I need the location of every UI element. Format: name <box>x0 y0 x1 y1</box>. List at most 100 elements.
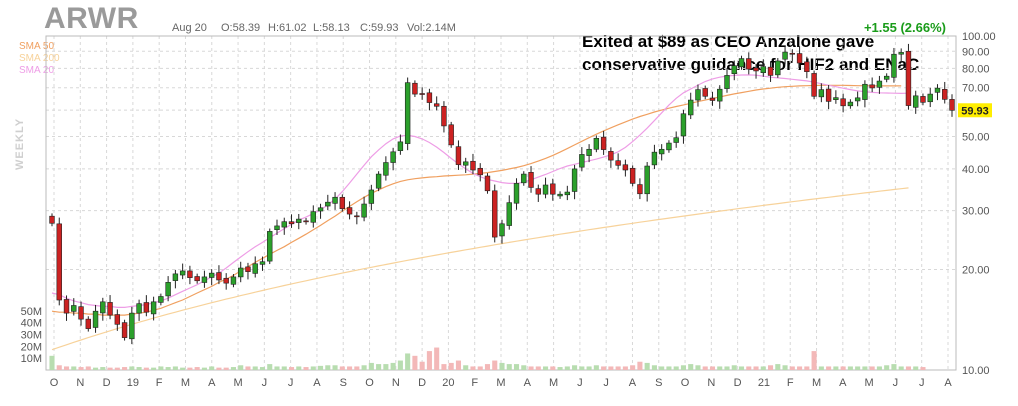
volume-bar <box>63 366 70 370</box>
x-tick-label: A <box>629 377 637 389</box>
volume-bar <box>85 366 91 370</box>
x-tick-label: M <box>549 377 558 389</box>
volume-bar <box>136 367 142 370</box>
candle-body <box>71 305 77 312</box>
candle-body <box>238 267 244 278</box>
candle-body <box>557 193 563 197</box>
volume-bar <box>615 366 621 370</box>
sma-50-line <box>51 84 902 316</box>
volume-bar <box>666 366 672 370</box>
candle-body <box>579 154 585 168</box>
candle-body <box>862 83 868 100</box>
volume-bar <box>601 366 607 370</box>
volume-bar <box>753 366 759 370</box>
x-tick-label: N <box>392 377 400 389</box>
last-price-marker <box>958 103 992 118</box>
candle-body <box>281 221 287 228</box>
candle-body <box>535 188 541 195</box>
candle-body <box>695 89 701 101</box>
volume-tick-label: 10M <box>21 353 42 365</box>
candle-body <box>796 53 803 64</box>
candle-body <box>644 165 650 195</box>
candle-body <box>129 312 135 340</box>
volume-bar <box>862 366 868 370</box>
candle-body <box>252 263 258 274</box>
candle-body <box>651 151 658 166</box>
candle-body <box>49 215 55 224</box>
volume-bar <box>702 366 708 370</box>
volume-bar <box>194 367 200 370</box>
volume-bar <box>107 367 113 370</box>
volume-bar <box>230 367 236 370</box>
volume-bar <box>455 360 461 370</box>
candle-body <box>332 196 338 204</box>
candle-body <box>825 88 832 102</box>
candle-body <box>760 66 766 73</box>
volume-bar <box>78 367 84 370</box>
volume-bar <box>709 366 716 370</box>
volume-bar <box>296 366 302 370</box>
candle-body <box>717 88 723 102</box>
candle-body <box>876 80 883 88</box>
volume-bar <box>318 365 324 370</box>
candle-body <box>913 95 919 108</box>
volume-bar <box>368 362 374 370</box>
x-tick-label: A <box>208 377 216 389</box>
volume-bar <box>383 364 389 370</box>
candle-body <box>666 142 672 151</box>
candle-body <box>85 318 91 329</box>
volume-bar <box>898 366 904 370</box>
candle-body <box>179 270 186 276</box>
candle-body <box>143 302 150 313</box>
candle-body <box>354 215 360 218</box>
high-value: H:61.02 <box>268 22 307 34</box>
volume-bar <box>557 367 563 370</box>
candle-body <box>165 282 171 297</box>
volume-bar <box>564 366 570 370</box>
annotation-line-1: Exited at $89 as CEO Anzalone gave <box>582 32 875 51</box>
candle-body <box>731 65 737 74</box>
candle-body <box>709 97 716 101</box>
volume-bar <box>738 366 745 370</box>
volume-bar <box>209 366 215 370</box>
volume-bar <box>165 367 171 370</box>
candle-body <box>804 61 810 72</box>
volume-bar <box>484 364 491 370</box>
volume-bar <box>608 366 614 370</box>
y-tick-label: 30.00 <box>962 206 990 218</box>
volume-bar <box>869 366 875 370</box>
volume-bar <box>405 353 411 370</box>
candle-body <box>622 164 629 171</box>
candle-body <box>934 87 941 93</box>
volume-value: Vol:2.14M <box>407 22 456 34</box>
volume-bar <box>187 367 193 370</box>
candle-body <box>317 207 324 212</box>
volume-bar <box>434 347 440 370</box>
volume-bar <box>499 362 505 370</box>
candle-body <box>637 184 643 195</box>
volume-bar <box>477 366 483 370</box>
candle-body <box>187 270 193 278</box>
candle-body <box>448 124 454 146</box>
y-tick-label: 10.00 <box>962 365 990 377</box>
volume-bar <box>49 355 55 370</box>
candle-body <box>375 173 382 189</box>
candle-body <box>477 167 483 176</box>
x-tick-label: J <box>919 377 925 389</box>
volume-bar <box>412 355 418 370</box>
candle-body <box>492 190 498 238</box>
volume-bar <box>775 364 781 370</box>
x-tick-label: J <box>288 377 294 389</box>
volume-bar <box>804 366 810 370</box>
volume-bar <box>114 367 120 370</box>
volume-bar <box>56 365 62 370</box>
candle-body <box>746 58 752 70</box>
sma-200-line <box>51 187 909 351</box>
volume-bar <box>339 366 345 370</box>
candle-body <box>753 67 759 72</box>
candle-body <box>288 221 295 225</box>
volume-bar <box>840 366 846 370</box>
candle-body <box>310 211 316 223</box>
x-tick-label: J <box>577 377 583 389</box>
